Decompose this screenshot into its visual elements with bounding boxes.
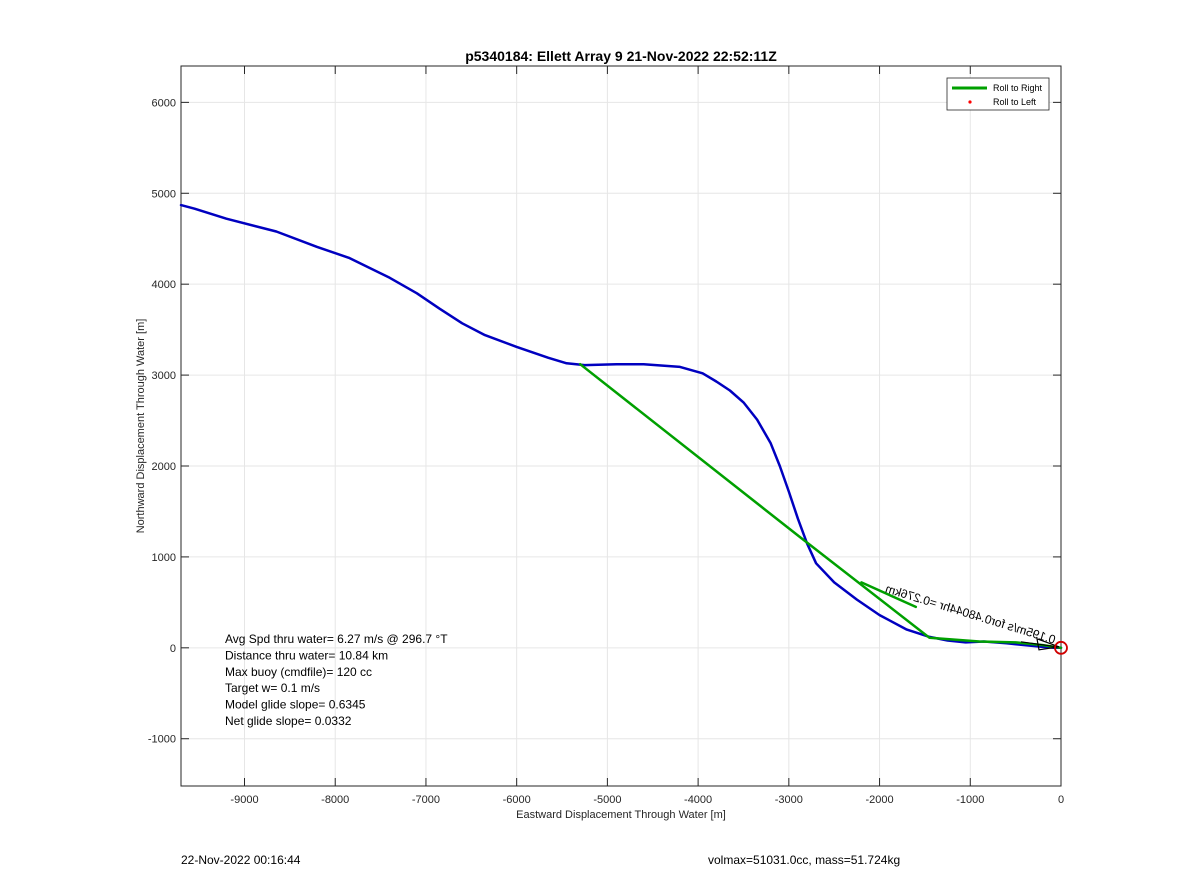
y-tick-label: 3000 (152, 370, 176, 382)
x-tick-label: -7000 (412, 794, 440, 806)
x-tick-label: -2000 (865, 794, 893, 806)
x-tick-label: -3000 (775, 794, 803, 806)
grid-lines (181, 66, 1062, 786)
axis-ticks: -9000 -8000 -7000 -6000 -5000 -4000 -3000 -2000… (148, 66, 1064, 806)
series-line-3 (860, 581, 918, 609)
y-tick-label: 5000 (152, 188, 176, 200)
x-tick-label: -6000 (503, 794, 531, 806)
stats-line: Max buoy (cmdfile)= 120 cc (225, 665, 372, 679)
origin-marker (1054, 640, 1068, 655)
plot-area (180, 65, 1062, 787)
legend: Roll to Right Roll to Left (946, 77, 1050, 111)
chart-title: p5340184: Ellett Array 9 21-Nov-2022 22:… (465, 48, 777, 64)
stats-line: Avg Spd thru water= 6.27 m/s @ 296.7 °T (225, 632, 448, 646)
x-tick-label: -4000 (684, 794, 712, 806)
legend-label: Roll to Left (993, 97, 1037, 107)
stats-line: Distance thru water= 10.84 km (225, 648, 388, 662)
y-tick-label: 6000 (152, 97, 176, 109)
legend-swatch-dot (968, 100, 972, 104)
stats-line: Net glide slope= 0.0332 (225, 714, 352, 728)
y-axis-label: Northward Displacement Through Water [m] (135, 319, 147, 534)
x-tick-label: -5000 (593, 794, 621, 806)
x-tick-label: -9000 (230, 794, 258, 806)
x-tick-label: -8000 (321, 794, 349, 806)
stats-line: Model glide slope= 0.6345 (225, 698, 366, 712)
series-line-1 (179, 203, 1063, 650)
y-tick-label: 0 (170, 643, 176, 655)
y-tick-label: 1000 (152, 552, 176, 564)
plot-series (179, 203, 1063, 650)
stats-annotation: Avg Spd thru water= 6.27 m/s @ 296.7 °T D… (225, 632, 448, 728)
y-tick-label: 4000 (152, 279, 176, 291)
footer-timestamp: 22-Nov-2022 00:16:44 (181, 853, 301, 867)
x-tick-label: 0 (1058, 794, 1064, 806)
y-tick-label: 2000 (152, 461, 176, 473)
x-axis-label: Eastward Displacement Through Water [m] (516, 809, 726, 821)
footer-volmax-mass: volmax=51031.0cc, mass=51.724kg (708, 853, 901, 867)
legend-box (946, 77, 1050, 111)
arrow-shaft (1020, 641, 1058, 648)
x-tick-label: -1000 (956, 794, 984, 806)
series-line-2 (578, 362, 1063, 650)
legend-label: Roll to Right (993, 83, 1043, 93)
stats-line: Target w= 0.1 m/s (225, 681, 320, 695)
y-tick-label: -1000 (148, 734, 176, 746)
